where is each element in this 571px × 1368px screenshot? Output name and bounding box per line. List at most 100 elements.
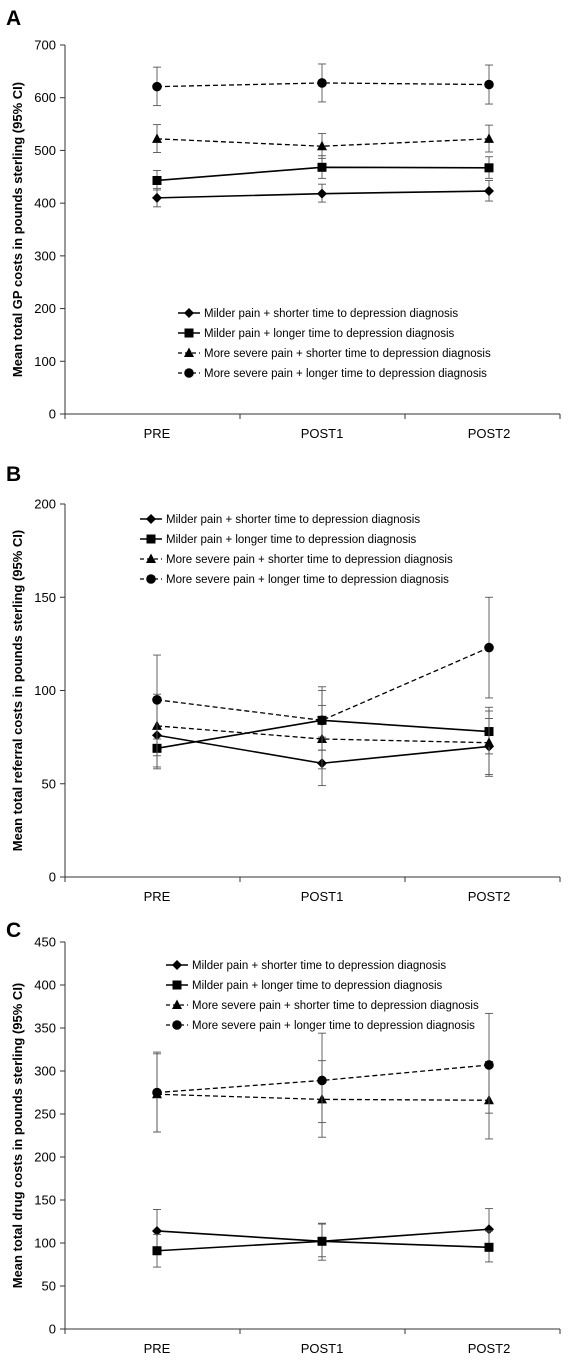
legend-label-c-2: Milder pain + longer time to depression … [192,980,443,992]
y-tick-label-a: 500 [34,143,56,158]
series-a-3 [152,124,494,159]
data-point-a-1 [484,186,494,197]
x-tick-label-c: PRE [144,1341,171,1356]
data-point-a-4 [152,81,162,92]
y-tick-label-c: 300 [34,1064,56,1079]
legend-marker-b-4 [146,574,156,584]
data-point-a-2 [152,175,162,185]
y-tick-label-a: 400 [34,196,56,211]
y-tick-label-c: 450 [34,935,56,950]
data-point-a-2 [484,163,494,173]
panel-label-b: B [6,463,21,486]
x-tick-label-a: POST1 [301,426,344,441]
y-tick-label-c: 400 [34,978,56,993]
x-tick-label-b: PRE [144,889,171,904]
legend-label-c-1: Milder pain + shorter time to depression… [192,960,446,972]
series-line-b-3 [156,725,490,744]
legend-label-c-3: More severe pain + shorter time to depre… [192,1000,479,1012]
legend-marker-a-3 [184,347,194,357]
data-point-b-4 [317,715,327,726]
y-tick-label-b: 0 [49,870,56,885]
y-axis-title-b: Mean total referral costs in pounds ster… [10,530,25,851]
x-tick-label-c: POST2 [468,1341,511,1356]
legend-marker-c-2 [172,980,182,990]
x-tick-label-c: POST1 [301,1341,344,1356]
series-a-1 [152,180,494,208]
series-c-4 [152,1012,494,1133]
legend-label-a-2: Milder pain + longer time to depression … [204,328,455,340]
y-tick-label-c: 250 [34,1107,56,1122]
data-point-a-1 [152,192,162,203]
data-point-c-2 [484,1242,494,1252]
series-a-2 [152,155,494,191]
y-axis-title-c: Mean total drug costs in pounds sterling… [10,983,25,1289]
y-tick-label-b: 100 [34,683,56,698]
legend-marker-b-1 [146,514,156,524]
y-tick-label-a: 700 [34,38,56,53]
y-tick-label-a: 300 [34,248,56,263]
x-tick-label-a: PRE [144,426,171,441]
data-point-c-4 [484,1060,494,1070]
y-tick-label-c: 100 [34,1236,56,1251]
y-tick-label-a: 200 [34,301,56,316]
legend-marker-a-2 [184,328,194,338]
data-point-b-4 [152,695,162,705]
y-tick-label-a: 100 [34,354,56,369]
legend-marker-b-2 [146,534,156,544]
y-tick-label-c: 350 [34,1021,56,1036]
panel-label-a: A [6,7,21,30]
data-point-a-1 [317,188,327,199]
data-point-c-4 [317,1075,327,1086]
chart-a-svg: A Mean total GP costs in pounds sterling … [6,7,561,441]
y-axis-title-a: Mean total GP costs in pounds sterling (… [10,82,25,377]
data-point-a-4 [317,78,327,88]
chart-c-svg: C Mean total drug costs in pounds sterlin… [6,919,561,1356]
y-tick-label-c: 0 [49,1322,56,1337]
series-a-4 [152,63,494,107]
series-line-b-4 [156,647,490,722]
legend-marker-c-3 [172,999,182,1009]
y-tick-label-b: 200 [34,497,56,512]
y-tick-label-a: 0 [49,407,56,422]
series-line-a-3 [156,138,490,147]
chart-panel-b: B Mean total referral costs in pounds ste… [0,456,571,912]
data-point-a-4 [484,79,494,90]
data-point-a-3 [317,140,327,151]
data-point-c-1 [484,1224,494,1235]
legend-label-b-2: Milder pain + longer time to depression … [166,534,417,546]
legend-label-a-1: Milder pain + shorter time to depression… [204,308,458,320]
x-tick-label-b: POST1 [301,889,344,904]
legend-marker-c-1 [172,960,182,970]
y-tick-label-c: 50 [42,1279,56,1294]
legend-label-b-1: Milder pain + shorter time to depression… [166,514,420,526]
data-point-b-4 [484,642,494,653]
panel-label-c: C [6,919,21,942]
legend-marker-a-4 [184,368,194,378]
series-line-a-4 [156,82,490,88]
y-tick-label-a: 600 [34,90,56,105]
x-tick-label-b: POST2 [468,889,511,904]
legend-label-b-4: More severe pain + longer time to depres… [166,574,449,586]
data-point-a-2 [317,162,327,172]
chart-panel-a: A Mean total GP costs in pounds sterling … [0,0,571,456]
series-b-2 [152,690,494,770]
legend-label-a-3: More severe pain + shorter time to depre… [204,348,491,360]
legend-label-c-4: More severe pain + longer time to depres… [192,1020,475,1032]
legend-label-b-3: More severe pain + shorter time to depre… [166,554,453,566]
data-point-c-1 [152,1225,162,1236]
y-tick-label-c: 150 [34,1193,56,1208]
data-point-c-2 [152,1246,162,1256]
data-point-a-3 [152,133,162,143]
data-point-b-3 [484,737,494,747]
x-tick-label-a: POST2 [468,426,511,441]
series-b-4 [152,596,494,751]
data-point-c-4 [152,1087,162,1098]
data-point-c-2 [317,1236,327,1246]
chart-panel-c: C Mean total drug costs in pounds sterlin… [0,912,571,1368]
data-point-a-3 [484,133,494,143]
y-tick-label-b: 50 [42,776,56,791]
series-c-1 [152,1208,494,1258]
legend-marker-b-3 [146,553,156,563]
legend-marker-c-4 [172,1020,182,1030]
series-line-c-3 [156,1093,490,1101]
